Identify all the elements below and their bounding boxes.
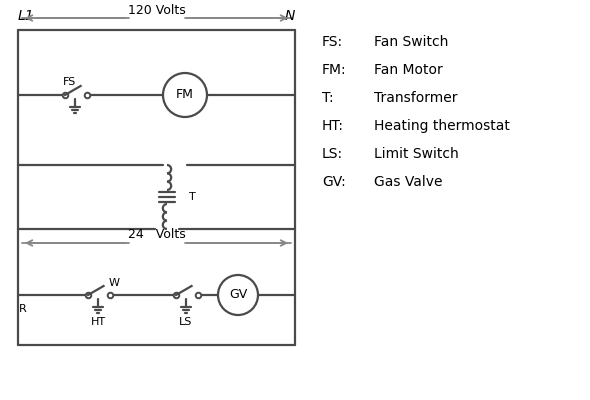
- Text: FS: FS: [63, 77, 77, 87]
- Text: Fan Switch: Fan Switch: [374, 35, 448, 49]
- Text: T:: T:: [322, 91, 333, 105]
- Text: Gas Valve: Gas Valve: [374, 175, 442, 189]
- Text: Heating thermostat: Heating thermostat: [374, 119, 510, 133]
- Text: LS:: LS:: [322, 147, 343, 161]
- Text: 120 Volts: 120 Volts: [127, 4, 185, 16]
- Circle shape: [218, 275, 258, 315]
- Text: T: T: [189, 192, 196, 202]
- Text: HT:: HT:: [322, 119, 344, 133]
- Text: LS: LS: [179, 317, 193, 327]
- Circle shape: [163, 73, 207, 117]
- Text: GV: GV: [229, 288, 247, 302]
- Text: R: R: [19, 304, 27, 314]
- Text: Limit Switch: Limit Switch: [374, 147, 459, 161]
- Text: N: N: [284, 9, 295, 23]
- Text: 24   Volts: 24 Volts: [127, 228, 185, 242]
- Text: L1: L1: [18, 9, 35, 23]
- Text: FS:: FS:: [322, 35, 343, 49]
- Text: W: W: [109, 278, 120, 288]
- Text: GV:: GV:: [322, 175, 346, 189]
- Text: Fan Motor: Fan Motor: [374, 63, 442, 77]
- Text: Transformer: Transformer: [374, 91, 457, 105]
- Text: FM:: FM:: [322, 63, 347, 77]
- Text: FM: FM: [176, 88, 194, 102]
- Text: HT: HT: [90, 317, 106, 327]
